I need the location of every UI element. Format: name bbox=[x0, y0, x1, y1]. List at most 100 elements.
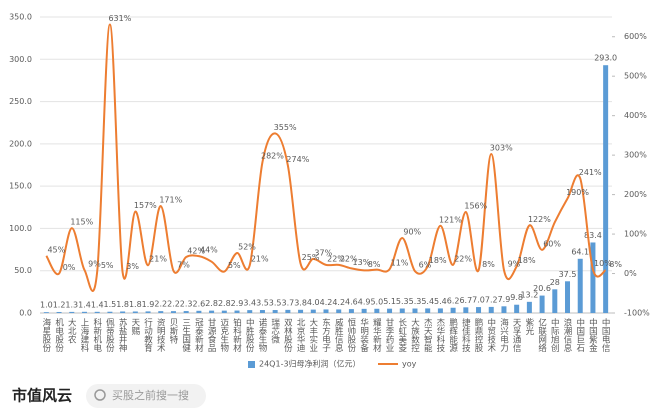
bar bbox=[120, 311, 126, 313]
x-tick-label: 威胜信息 bbox=[333, 317, 343, 352]
bar-label: 2.8 bbox=[218, 299, 231, 308]
x-tick-label: 天孚通信 bbox=[511, 318, 521, 353]
bar-label: 5.4 bbox=[421, 297, 434, 306]
bar-label: 2.2 bbox=[167, 300, 180, 309]
x-tick-label: 长虹美菱 bbox=[397, 317, 407, 352]
bar-label: 2.8 bbox=[205, 299, 218, 308]
x-tick-label: 双林股份 bbox=[282, 318, 292, 353]
legend-swatch bbox=[248, 361, 255, 368]
line-label: 22% bbox=[327, 254, 345, 263]
bar bbox=[412, 308, 418, 313]
y-tick-label: 150.0 bbox=[9, 182, 32, 191]
bar bbox=[69, 311, 75, 313]
search-box[interactable] bbox=[86, 384, 206, 408]
line-label: 21% bbox=[149, 255, 167, 264]
bar bbox=[361, 308, 367, 313]
bar bbox=[476, 307, 482, 313]
line-label: 0% bbox=[63, 263, 76, 272]
line-label: 44% bbox=[200, 246, 218, 255]
bar-label: 6.2 bbox=[447, 296, 460, 305]
bar-label: 20.6 bbox=[533, 284, 551, 293]
x-tick-label: 大族数控 bbox=[409, 317, 419, 353]
x-tick-label: 中国电信 bbox=[600, 317, 610, 353]
x-tick-label: 天赐 bbox=[130, 318, 140, 336]
bar bbox=[565, 281, 571, 313]
y-tick-label: 250.0 bbox=[9, 97, 32, 106]
x-tick-label: 紫光 bbox=[524, 318, 534, 336]
bar bbox=[183, 311, 189, 313]
bar-label: 5.4 bbox=[434, 297, 447, 306]
x-tick-label: 鹏辉能源 bbox=[448, 317, 458, 353]
line-label: 156% bbox=[464, 201, 487, 210]
x-tick-label: 冠泰新材 bbox=[193, 318, 203, 352]
x-tick-label: 海兴电力 bbox=[498, 317, 508, 353]
y-tick-label: 50.0 bbox=[14, 266, 32, 275]
x-tick-label: 海星股份 bbox=[41, 317, 51, 353]
bar-label: 2.3 bbox=[180, 300, 193, 309]
x-tick-label: 北京华迪 bbox=[295, 318, 305, 353]
x-tick-label: 大北农 bbox=[66, 317, 76, 344]
line-label: 9% bbox=[508, 259, 521, 268]
bar bbox=[196, 310, 202, 313]
bar bbox=[526, 301, 532, 313]
line-label: 157% bbox=[134, 201, 157, 210]
bar-label: 3.8 bbox=[294, 298, 307, 307]
line-label: 282% bbox=[261, 152, 284, 161]
line-label: 21% bbox=[251, 255, 269, 264]
bar-label: 2.6 bbox=[193, 299, 206, 308]
legend-label: yoy bbox=[402, 360, 417, 369]
bar-label: 9.8 bbox=[510, 293, 523, 302]
x-tick-label: 中国紫金 bbox=[587, 317, 597, 352]
x-tick-label: 华明装备 bbox=[359, 317, 369, 353]
bar bbox=[450, 307, 456, 313]
line-label: 3% bbox=[126, 262, 139, 271]
bar bbox=[590, 242, 596, 313]
bar bbox=[285, 309, 291, 313]
line-label: 90% bbox=[403, 228, 421, 237]
bar bbox=[387, 308, 393, 313]
line-label: 274% bbox=[286, 155, 309, 164]
line-label: 115% bbox=[70, 218, 93, 227]
bar bbox=[437, 308, 443, 313]
line-label: 45% bbox=[47, 245, 65, 254]
y2-tick-label: 100% bbox=[624, 230, 647, 239]
line-label: 303% bbox=[490, 143, 513, 152]
x-tick-label: 中国巨石 bbox=[575, 317, 585, 353]
bar-label: 1.4 bbox=[78, 300, 91, 309]
x-tick-label: 杰华科技 bbox=[435, 317, 445, 353]
line-label: 22% bbox=[340, 254, 358, 263]
bar-label: 1.8 bbox=[129, 300, 142, 309]
y2-tick-label: 300% bbox=[624, 151, 647, 160]
bar-label: 13.2 bbox=[520, 290, 538, 299]
line-label: 631% bbox=[108, 14, 131, 23]
line-label: 11% bbox=[391, 259, 409, 268]
bar-label: 83.4 bbox=[584, 231, 602, 240]
bar bbox=[488, 306, 494, 313]
x-tick-label: 三生国健 bbox=[181, 318, 191, 353]
line-label: 6% bbox=[419, 261, 432, 270]
x-tick-label: 恒帅股份 bbox=[346, 317, 356, 353]
bar bbox=[145, 311, 151, 313]
x-tick-label: 机电股份 bbox=[54, 317, 64, 353]
y2-tick-label: 500% bbox=[624, 72, 647, 81]
y2-tick-label: 400% bbox=[624, 111, 647, 120]
bar-label: 7.2 bbox=[485, 295, 498, 304]
bar-label: 5.1 bbox=[383, 297, 396, 306]
bar-label: 1.5 bbox=[104, 300, 117, 309]
line-label: 18% bbox=[429, 256, 447, 265]
bar bbox=[336, 309, 342, 313]
search-text[interactable]: 买股之前搜一搜 bbox=[112, 388, 189, 402]
line-label: 22% bbox=[454, 254, 472, 263]
bar-label: 3.7 bbox=[281, 298, 294, 307]
line-label: 171% bbox=[159, 196, 182, 205]
x-tick-label: 甘源食品 bbox=[206, 317, 216, 353]
bar-label: 7.0 bbox=[472, 296, 485, 305]
x-tick-label: 中际旭创 bbox=[549, 317, 559, 353]
x-tick-label: 科新机电 bbox=[92, 317, 102, 352]
search-icon bbox=[94, 389, 106, 401]
bar bbox=[298, 309, 304, 313]
bar-label: 1.2 bbox=[53, 300, 66, 309]
bar bbox=[323, 309, 329, 313]
line-label: 9% bbox=[88, 259, 101, 268]
line-label: 10% bbox=[594, 259, 612, 268]
